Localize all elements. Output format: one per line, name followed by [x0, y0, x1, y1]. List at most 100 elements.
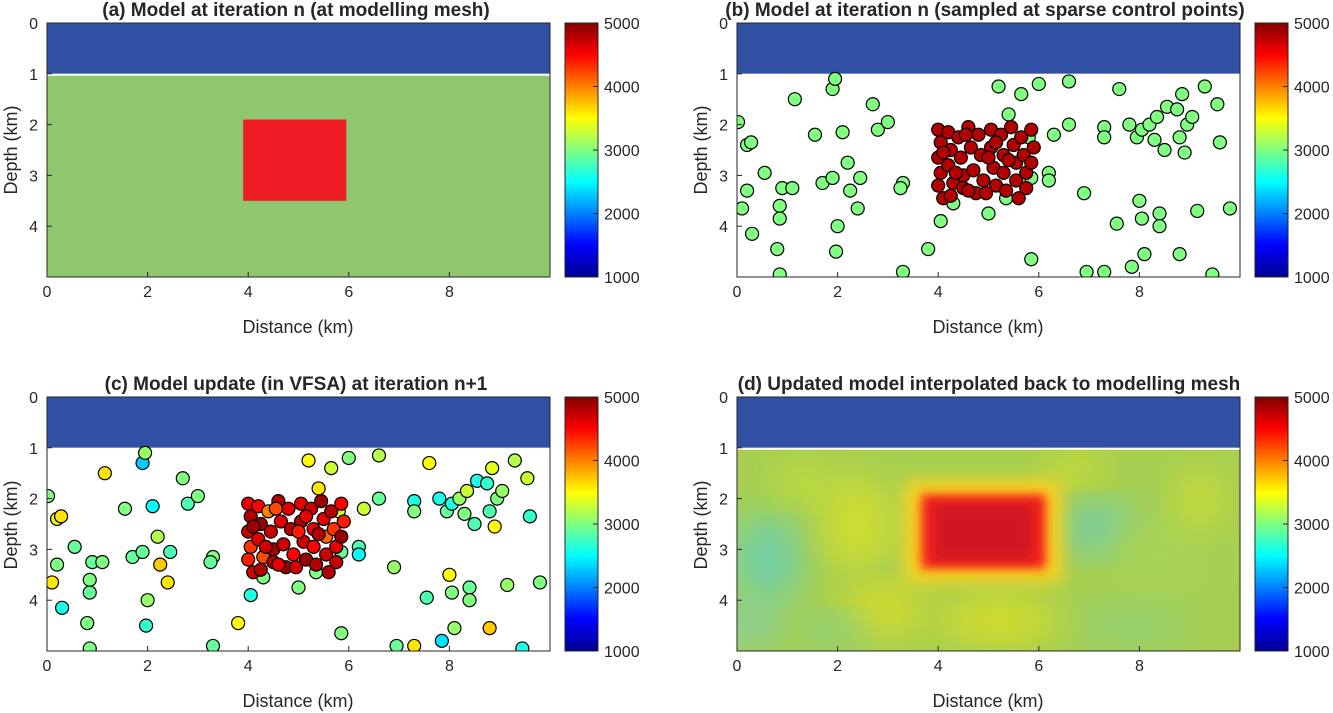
control-point	[1147, 132, 1162, 147]
control-point	[933, 214, 948, 229]
panel-d-content	[737, 397, 1240, 651]
colorbar-tick-label: 2000	[1294, 207, 1330, 224]
control-point	[336, 514, 351, 529]
colorbar-tick-label: 2000	[604, 581, 640, 598]
control-point	[286, 547, 301, 562]
x-tick-label: 2	[833, 284, 842, 301]
colorbar-tick-label: 3000	[604, 517, 640, 534]
control-point	[1124, 259, 1139, 274]
control-point	[467, 516, 482, 532]
colorbar-tick-label: 4000	[1294, 80, 1330, 97]
panel-b-plot	[737, 23, 1240, 277]
control-point	[407, 638, 422, 651]
control-point	[948, 165, 963, 180]
control-point	[306, 539, 321, 554]
control-point	[487, 519, 502, 534]
interpolated-blob	[1043, 452, 1105, 484]
x-tick-label: 0	[43, 284, 52, 301]
panel-d-plot	[737, 397, 1240, 651]
colorbar-gradient	[564, 22, 599, 278]
interpolated-blob	[1109, 508, 1210, 601]
control-point	[203, 554, 218, 570]
control-point	[996, 165, 1011, 180]
control-point	[329, 554, 344, 570]
control-point	[893, 181, 908, 196]
y-tick-label: 2	[29, 118, 38, 135]
colorbar-tick-label: 5000	[1294, 390, 1330, 407]
control-point	[772, 211, 787, 226]
control-point	[500, 577, 515, 593]
control-point	[386, 560, 402, 575]
control-point	[1031, 76, 1046, 92]
interpolated-blob	[938, 600, 1059, 641]
x-tick-label: 6	[344, 658, 353, 675]
control-point	[1041, 173, 1056, 188]
control-point	[1001, 107, 1016, 122]
panel-a-plot	[47, 23, 550, 277]
panel-a: (a) Model at iteration n (at modelling m…	[1, 0, 551, 337]
control-point	[145, 499, 160, 514]
control-point	[253, 562, 268, 577]
water-layer	[737, 23, 1240, 74]
control-point	[321, 565, 336, 580]
colorbar-tick-label: 2000	[604, 207, 640, 224]
control-point	[82, 572, 97, 587]
control-point	[1026, 140, 1041, 155]
control-point	[825, 170, 840, 186]
control-point	[432, 491, 447, 506]
control-point	[958, 127, 973, 142]
control-point	[291, 580, 306, 595]
control-point	[991, 79, 1006, 94]
control-point	[772, 198, 787, 213]
control-point	[485, 461, 500, 476]
colorbar-tick-label: 2000	[1294, 581, 1330, 598]
control-point	[135, 544, 150, 560]
control-point	[737, 201, 750, 216]
control-point	[830, 219, 845, 234]
control-point	[371, 491, 387, 506]
control-point	[1172, 130, 1187, 145]
axes-box	[46, 396, 551, 652]
control-point	[1097, 264, 1112, 277]
panel-a-ylabel: Depth (km)	[1, 105, 21, 194]
control-point	[931, 178, 946, 193]
colorbar-tick-label: 1000	[1294, 270, 1330, 287]
y-tick-label: 4	[29, 219, 38, 236]
control-point	[180, 496, 195, 511]
y-tick-label: 3	[719, 542, 728, 559]
control-point	[258, 539, 273, 554]
control-point	[163, 544, 178, 560]
control-point	[301, 453, 316, 468]
control-point	[988, 135, 1004, 150]
control-point	[268, 501, 283, 516]
x-tick-label: 0	[733, 658, 742, 675]
control-point	[311, 481, 326, 496]
control-point	[444, 585, 460, 600]
control-point	[1046, 127, 1061, 142]
control-point	[462, 580, 477, 595]
control-point	[1122, 117, 1137, 132]
control-point	[1172, 247, 1187, 262]
y-tick-label: 3	[29, 168, 38, 185]
control-point	[1149, 109, 1165, 125]
x-tick-label: 0	[733, 284, 742, 301]
control-point	[1177, 145, 1192, 160]
control-point	[807, 127, 823, 142]
y-tick-label: 1	[29, 67, 38, 84]
colorbar-d: 1000 2000 3000 4000 5000	[1254, 390, 1330, 661]
panel-c-title: (c) Model update (in VFSA) at iteration …	[105, 374, 488, 395]
control-point	[1185, 109, 1200, 125]
control-point	[482, 504, 497, 519]
panel-d-axes: 0 2 4 6 8 0 1 2 3 4	[719, 390, 1241, 675]
colorbar-b: 1000 2000 3000 4000 5000	[1254, 16, 1330, 287]
colorbar-tick-label: 4000	[1294, 454, 1330, 471]
x-tick-label: 2	[143, 284, 152, 301]
interpolated-blob	[772, 463, 833, 504]
panel-a-title: (a) Model at iteration n (at modelling m…	[102, 0, 489, 21]
control-point	[1132, 193, 1147, 208]
panel-d: (d) Updated model interpolated back to m…	[691, 374, 1241, 711]
water-layer	[47, 397, 550, 448]
panel-c: (c) Model update (in VFSA) at iteration …	[1, 374, 551, 711]
control-point	[1079, 264, 1094, 277]
